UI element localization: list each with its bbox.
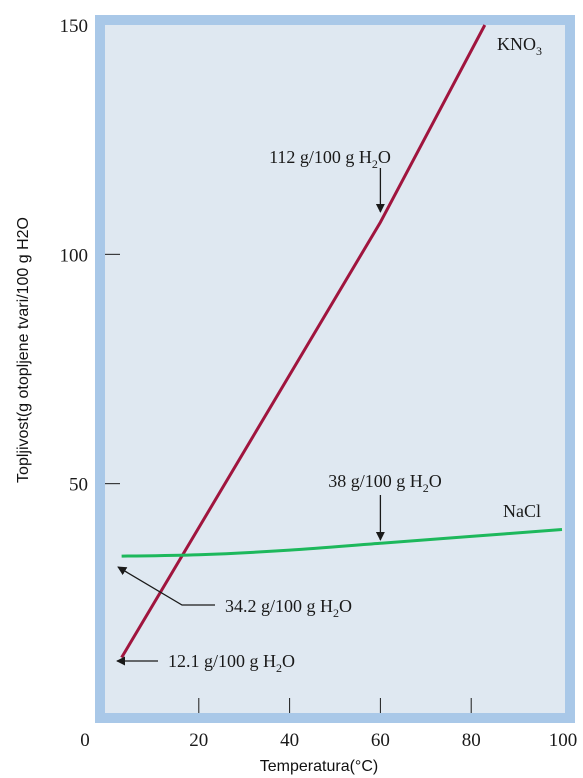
y-axis-title: Topljivost(g otopljene tvari/100 g H2O — [15, 217, 32, 483]
x-tick-label: 60 — [371, 730, 390, 751]
annotation-arrow — [117, 566, 215, 606]
annotation-label-kno3-0c: 12.1 g/100 g H2O — [168, 651, 295, 675]
annotation-label-nacl-0c: 34.2 g/100 g H2O — [225, 596, 352, 620]
y-tick-label: 150 — [60, 16, 89, 37]
annotation-label-kno3-60c: 112 g/100 g H2O — [269, 147, 391, 171]
x-tick-label: 40 — [280, 730, 299, 751]
plot-area — [105, 25, 565, 713]
series-line-kno3 — [120, 24, 487, 659]
y-tick-label: 100 — [60, 245, 89, 266]
axis-ticks: 0 20 40 60 80 100 50 100 150 — [60, 16, 578, 751]
x-axis-title: Temperatura(°C) — [260, 758, 378, 775]
annotation-label-nacl-60c: 38 g/100 g H2O — [328, 471, 442, 495]
series-label-kno3: KNO3 — [497, 34, 542, 58]
series-label-nacl: NaCl — [503, 501, 541, 521]
x-tick-label: 80 — [462, 730, 481, 751]
annotations: 112 g/100 g H2O 38 g/100 g H2O 34.2 g/100 … — [116, 34, 542, 675]
y-tick-label: 50 — [69, 475, 88, 496]
x-tick-label: 20 — [189, 730, 208, 751]
series-line-nacl — [121, 528, 563, 558]
x-tick-label: 0 — [80, 730, 90, 751]
x-tick-label: 100 — [549, 730, 578, 751]
data-series — [120, 24, 563, 659]
